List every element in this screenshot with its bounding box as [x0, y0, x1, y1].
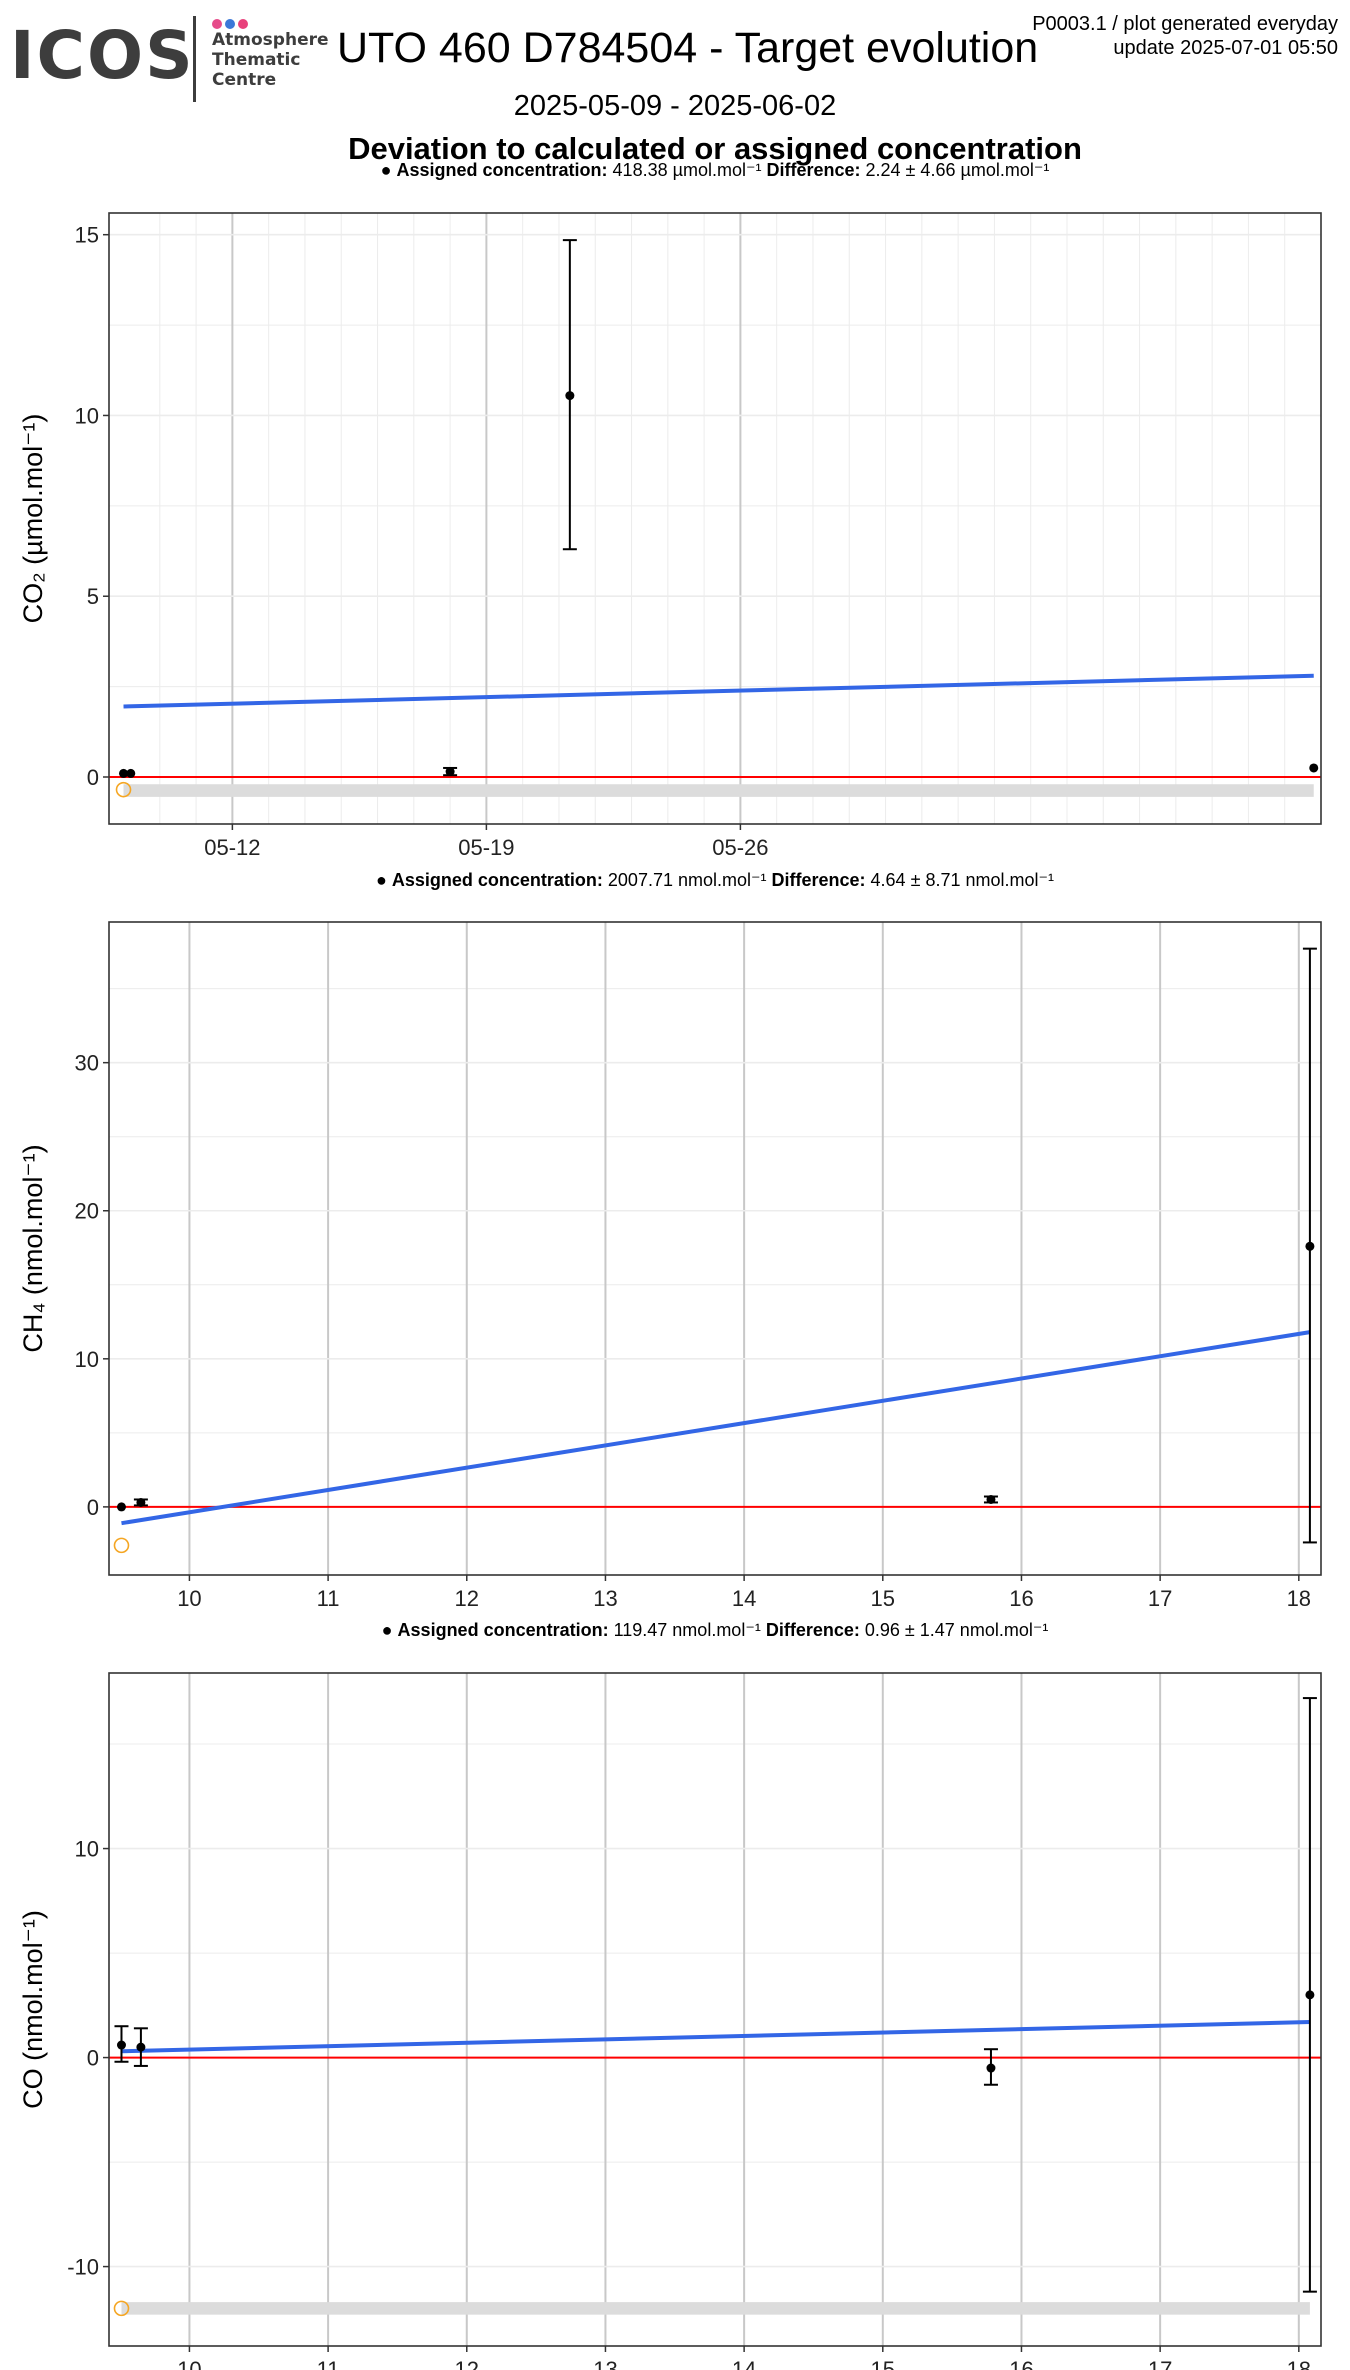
chart-legend: ● Assigned concentration: 418.38 µmol.mo… — [381, 160, 1050, 180]
logo-dots-icon — [212, 16, 251, 29]
logo-sub-line-1: Atmosphere — [212, 30, 329, 50]
plot-meta: P0003.1 / plot generated everyday update… — [1032, 12, 1338, 60]
data-point-1 — [116, 1502, 126, 1512]
flag-marker — [113, 1537, 130, 1554]
data-point-2 — [136, 1497, 146, 1507]
x-tick-label: 05-26 — [712, 835, 768, 860]
plot-frame — [108, 921, 1322, 1576]
legend-point-icon: ● — [382, 1620, 398, 1640]
data-point-3 — [986, 2063, 996, 2073]
legend-difference-label: Difference: — [772, 870, 871, 890]
y-tick-label: 0 — [87, 1495, 99, 1520]
y-tick-label: 10 — [75, 1347, 99, 1372]
date-range: 2025-05-09 - 2025-06-02 — [513, 90, 837, 122]
x-tick-label: 16 — [1009, 2357, 1033, 2370]
page-title: UTO 460 D784504 - Target evolution — [337, 24, 1039, 72]
update-timestamp: update 2025-07-01 05:50 — [1113, 37, 1338, 59]
plot-id: P0003.1 / plot generated everyday — [1032, 13, 1338, 35]
chart-panel-2: ● Assigned concentration: 2007.71 nmol.m… — [18, 870, 1322, 1611]
logo-dot-2 — [225, 19, 235, 29]
plot-frame — [108, 212, 1322, 825]
legend-assigned-value: 2007.71 nmol.mol⁻¹ — [608, 870, 772, 890]
logo-dot-3 — [238, 19, 248, 29]
legend-assigned-label: Assigned concentration: — [392, 870, 608, 890]
logo-divider — [193, 16, 196, 102]
x-tick-label: 13 — [593, 1586, 617, 1611]
logo-subtitle: Atmosphere Thematic Centre — [212, 30, 329, 90]
header: ICOS Atmosphere Thematic Centre UTO 460 … — [0, 0, 1350, 166]
legend-point-icon: ● — [376, 870, 392, 890]
x-tick-label: 10 — [177, 1586, 201, 1611]
y-tick-label: 5 — [87, 584, 99, 609]
logo-wordmark: ICOS — [10, 17, 195, 94]
icos-logo: ICOS Atmosphere Thematic Centre — [10, 14, 329, 104]
x-tick-label: 05-12 — [204, 835, 260, 860]
y-tick-label: 20 — [75, 1199, 99, 1224]
legend-difference-value: 0.96 ± 1.47 nmol.mol⁻¹ — [865, 1620, 1048, 1640]
x-tick-label: 17 — [1148, 2357, 1172, 2370]
legend-assigned-label: Assigned concentration: — [398, 1620, 614, 1640]
x-tick-label: 14 — [732, 2357, 756, 2370]
legend-difference-value: 4.64 ± 8.71 nmol.mol⁻¹ — [871, 870, 1054, 890]
trend-line — [123, 673, 1314, 709]
legend-point-icon: ● — [381, 160, 397, 180]
x-tick-label: 10 — [177, 2357, 201, 2370]
y-tick-label: 30 — [75, 1051, 99, 1076]
data-point-3 — [986, 1494, 996, 1504]
x-tick-label: 18 — [1287, 2357, 1311, 2370]
data-point-2 — [126, 768, 136, 778]
x-tick-label: 15 — [871, 2357, 895, 2370]
y-tick-label: 0 — [87, 765, 99, 790]
data-point-4 — [1305, 1241, 1315, 1251]
y-axis-label: CO₂ (µmol.mol⁻¹) — [18, 414, 48, 624]
x-tick-label: 11 — [317, 1586, 340, 1611]
trend-line — [121, 1330, 1311, 1526]
y-tick-label: 10 — [75, 403, 99, 428]
y-axis-label: CH₄ (nmol.mol⁻¹) — [18, 1144, 48, 1352]
logo-sub-line-2: Thematic — [212, 50, 301, 70]
x-tick-label: 13 — [593, 2357, 617, 2370]
data-point-5 — [1309, 763, 1319, 773]
flag-marker — [115, 781, 132, 798]
data-point-2 — [136, 2042, 146, 2052]
y-tick-label: -10 — [67, 2255, 99, 2280]
chart-legend: ● Assigned concentration: 119.47 nmol.mo… — [382, 1620, 1049, 1640]
chart-panel-1: ● Assigned concentration: 418.38 µmol.mo… — [18, 160, 1322, 860]
flag-band — [121, 2302, 1310, 2315]
legend-difference-label: Difference: — [766, 1620, 865, 1640]
data-point-1 — [119, 768, 129, 778]
x-tick-label: 18 — [1287, 1586, 1311, 1611]
legend-difference-value: 2.24 ± 4.66 µmol.mol⁻¹ — [866, 160, 1050, 180]
data-point-4 — [1305, 1990, 1315, 2000]
logo-sub-line-3: Centre — [212, 70, 277, 90]
x-tick-label: 12 — [455, 2357, 479, 2370]
y-tick-label: 15 — [75, 223, 99, 248]
chart-panel-3: ● Assigned concentration: 119.47 nmol.mo… — [18, 1620, 1322, 2370]
legend-difference-label: Difference: — [766, 160, 865, 180]
x-tick-label: 11 — [317, 2357, 340, 2370]
y-tick-label: 0 — [87, 2046, 99, 2071]
trend-line — [121, 2020, 1310, 2054]
x-tick-label: 12 — [455, 1586, 479, 1611]
y-tick-label: 10 — [75, 1837, 99, 1862]
x-tick-label: 15 — [871, 1586, 895, 1611]
chart-subtitle: Deviation to calculated or assigned conc… — [348, 131, 1082, 166]
chart-legend: ● Assigned concentration: 2007.71 nmol.m… — [376, 870, 1054, 890]
flag-marker — [113, 2300, 130, 2317]
logo-dot-1 — [212, 19, 222, 29]
plot-frame — [108, 1672, 1322, 2347]
x-tick-label: 17 — [1148, 1586, 1172, 1611]
x-tick-label: 05-19 — [458, 835, 514, 860]
x-tick-label: 16 — [1009, 1586, 1033, 1611]
flag-band — [123, 784, 1314, 797]
data-point-4 — [565, 391, 575, 401]
legend-assigned-label: Assigned concentration: — [397, 160, 613, 180]
data-point-1 — [116, 2040, 126, 2050]
data-point-3 — [445, 767, 455, 777]
y-axis-label: CO (nmol.mol⁻¹) — [18, 1910, 48, 2109]
x-tick-label: 14 — [732, 1586, 756, 1611]
legend-assigned-value: 119.47 nmol.mol⁻¹ — [614, 1620, 766, 1640]
legend-assigned-value: 418.38 µmol.mol⁻¹ — [613, 160, 767, 180]
